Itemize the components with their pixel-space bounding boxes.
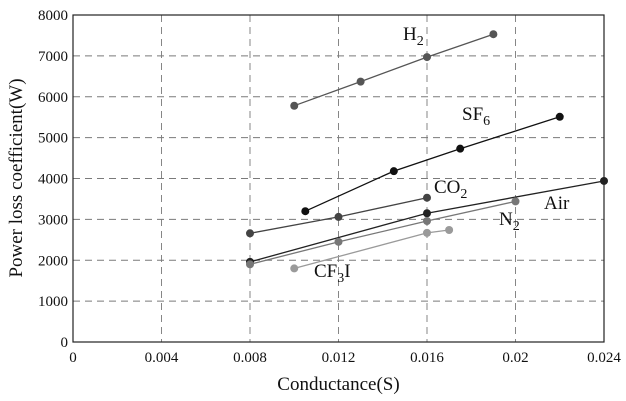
series-label-CF3I: CF3I <box>314 261 351 286</box>
x-tick-labels: 0 0.004 0.008 0.012 0.016 0.02 0.024 <box>69 350 621 366</box>
grid <box>73 15 604 342</box>
series-label-SF6: SF6 <box>462 104 490 129</box>
series-N2 <box>246 197 520 269</box>
data-point <box>334 237 343 246</box>
x-tick-label: 0 <box>69 350 77 366</box>
x-tick-label: 0.008 <box>233 350 267 366</box>
y-tick-label: 7000 <box>38 49 68 65</box>
data-point <box>511 197 520 206</box>
data-point <box>489 30 498 39</box>
data-point <box>555 112 564 121</box>
series-line <box>294 33 494 107</box>
data-point <box>334 212 343 221</box>
series-labels: H2 SF6 CO2 Air N2 CF3I <box>314 24 570 286</box>
y-tick-label: 1000 <box>38 294 68 310</box>
data-point <box>290 264 299 273</box>
x-tick-label: 0.02 <box>502 350 528 366</box>
series-CO2 <box>246 193 431 238</box>
series-SF6 <box>301 112 564 216</box>
data-point <box>423 209 431 218</box>
data-point <box>301 207 310 216</box>
series-label-N2: N2 <box>499 209 520 234</box>
series-line <box>305 116 560 212</box>
y-axis-title: Power loss coefficient(W) <box>6 78 27 277</box>
data-point <box>423 228 431 237</box>
y-tick-label: 0 <box>61 335 69 351</box>
x-tick-label: 0.016 <box>410 350 444 366</box>
data-point <box>423 193 431 202</box>
x-axis-title: Conductance(S) <box>277 374 399 395</box>
data-point <box>423 53 431 62</box>
x-tick-label: 0.012 <box>322 350 356 366</box>
data-point <box>445 226 454 235</box>
y-tick-label: 2000 <box>38 253 68 269</box>
data-point <box>456 144 465 153</box>
y-tick-label: 3000 <box>38 212 68 228</box>
series-layer <box>246 30 608 273</box>
series-H2 <box>290 30 498 110</box>
y-tick-label: 8000 <box>38 8 68 24</box>
series-line <box>249 200 516 265</box>
data-point <box>389 167 398 176</box>
y-tick-label: 5000 <box>38 131 68 147</box>
series-label-CO2: CO2 <box>434 177 467 202</box>
y-tick-labels: 0 1000 2000 3000 4000 5000 6000 7000 8000 <box>38 8 68 351</box>
data-point <box>600 176 608 185</box>
series-CF3I <box>290 226 454 273</box>
y-tick-label: 6000 <box>38 90 68 106</box>
data-point <box>423 217 431 226</box>
data-point <box>356 77 365 86</box>
data-point <box>246 260 254 269</box>
series-label-H2: H2 <box>403 24 424 49</box>
series-label-Air: Air <box>544 193 570 214</box>
data-point <box>246 229 254 238</box>
x-tick-label: 0.004 <box>145 350 179 366</box>
y-tick-label: 4000 <box>38 172 68 188</box>
x-tick-label: 0.024 <box>587 350 621 366</box>
data-point <box>290 101 299 110</box>
